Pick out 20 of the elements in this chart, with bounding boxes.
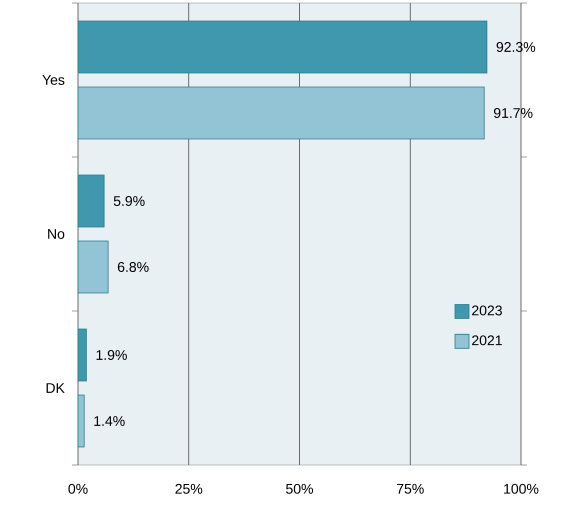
x-tick-label: 25%	[175, 484, 202, 494]
x-tick-label: 75%	[396, 484, 424, 494]
bar	[78, 328, 87, 382]
y-tick-label: No	[48, 229, 64, 239]
bar	[78, 174, 105, 228]
legend-label: 2023	[472, 306, 502, 316]
data-label: 5.9%	[114, 196, 145, 206]
x-tick-label: 0%	[68, 484, 88, 494]
bar	[78, 240, 109, 294]
data-label: 6.8%	[118, 262, 149, 272]
data-label: 1.9%	[96, 350, 127, 360]
bar	[78, 20, 488, 74]
x-tick-label: 50%	[286, 484, 314, 494]
bar	[78, 394, 85, 448]
y-tick-label: Yes	[42, 75, 64, 85]
y-tick-label: DK	[46, 383, 65, 393]
x-tick-label: 100%	[504, 484, 538, 494]
bar	[78, 86, 485, 140]
legend-label: 2021	[472, 335, 502, 346]
data-label: 1.4%	[94, 416, 125, 426]
